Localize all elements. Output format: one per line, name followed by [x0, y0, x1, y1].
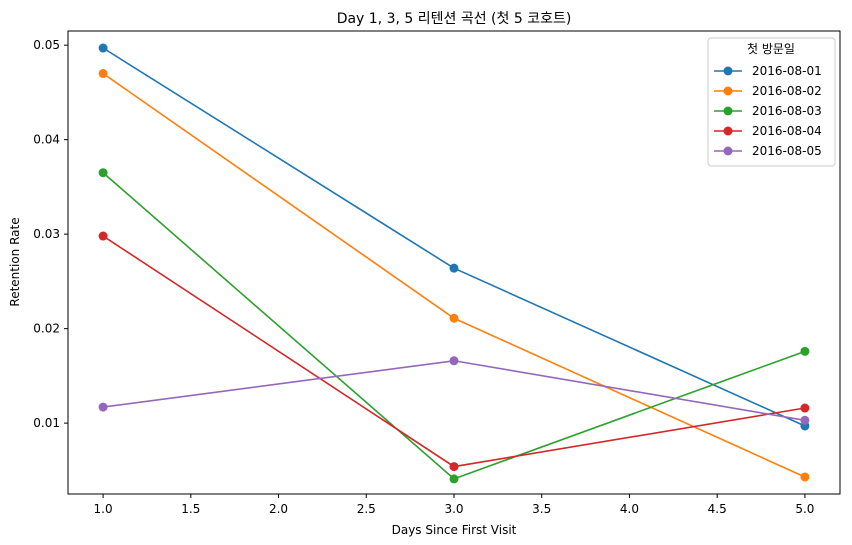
- legend-marker-2016-08-05: [723, 146, 733, 156]
- x-tick-label: 4.5: [708, 502, 727, 516]
- y-tick-label: 0.02: [33, 322, 60, 336]
- x-tick-label: 5.0: [795, 502, 814, 516]
- y-tick-label: 0.04: [33, 133, 60, 147]
- y-axis: 0.01 0.02 0.03 0.04 0.05: [33, 38, 68, 430]
- series-line-2016-08-03: [102, 172, 806, 480]
- legend-box: [707, 37, 836, 167]
- x-tick-label: 2.0: [269, 502, 288, 516]
- x-tick-label: 4.0: [620, 502, 639, 516]
- legend-marker-2016-08-02: [723, 86, 733, 96]
- y-tick-label: 0.01: [33, 416, 60, 430]
- legend-label-2016-08-05: 2016-08-05: [752, 144, 822, 158]
- legend-label-2016-08-01: 2016-08-01: [752, 64, 822, 78]
- legend: 첫 방문일 2016-08-012016-08-022016-08-032016…: [707, 37, 836, 167]
- legend-label-2016-08-03: 2016-08-03: [752, 104, 822, 118]
- data-point-2016-08-03: [800, 346, 810, 356]
- x-tick-label: 3.5: [532, 502, 551, 516]
- data-point-2016-08-01: [449, 263, 459, 273]
- series-layer: [98, 43, 810, 484]
- data-point-2016-08-05: [800, 415, 810, 425]
- data-point-2016-08-04: [449, 462, 459, 472]
- x-axis-label: Days Since First Visit: [392, 523, 517, 537]
- legend-marker-2016-08-04: [723, 126, 733, 136]
- data-point-2016-08-03: [98, 168, 108, 178]
- data-point-2016-08-04: [800, 403, 810, 413]
- data-point-2016-08-01: [98, 43, 108, 53]
- x-tick-label: 2.5: [357, 502, 376, 516]
- legend-marker-2016-08-03: [723, 106, 733, 116]
- data-point-2016-08-05: [98, 402, 108, 412]
- y-tick-label: 0.05: [33, 38, 60, 52]
- data-point-2016-08-02: [449, 313, 459, 323]
- series-line-2016-08-05: [102, 359, 806, 422]
- legend-title: 첫 방문일: [747, 42, 795, 56]
- y-tick-label: 0.03: [33, 227, 60, 241]
- legend-label-2016-08-04: 2016-08-04: [752, 124, 822, 138]
- data-point-2016-08-03: [449, 474, 459, 484]
- data-point-2016-08-02: [800, 472, 810, 482]
- data-point-2016-08-02: [98, 69, 108, 79]
- x-tick-label: 3.0: [444, 502, 463, 516]
- y-axis-label: Retention Rate: [8, 217, 22, 306]
- legend-marker-2016-08-01: [723, 66, 733, 76]
- data-point-2016-08-04: [98, 231, 108, 241]
- x-axis: 1.0 1.5 2.0 2.5 3.0 3.5 4.0 4.5 5.0: [94, 494, 814, 516]
- legend-items: 2016-08-01 2016-08-02 2016-08-03 2016-08-04…: [714, 64, 822, 158]
- series-line-2016-08-02: [102, 72, 806, 478]
- x-tick-label: 1.5: [181, 502, 200, 516]
- data-point-2016-08-05: [449, 356, 459, 366]
- chart-title: Day 1, 3, 5 리텐션 곡선 (첫 5 코호트): [337, 11, 572, 27]
- legend-label-2016-08-02: 2016-08-02: [752, 84, 822, 98]
- series-line-2016-08-01: [102, 47, 806, 427]
- x-tick-label: 1.0: [94, 502, 113, 516]
